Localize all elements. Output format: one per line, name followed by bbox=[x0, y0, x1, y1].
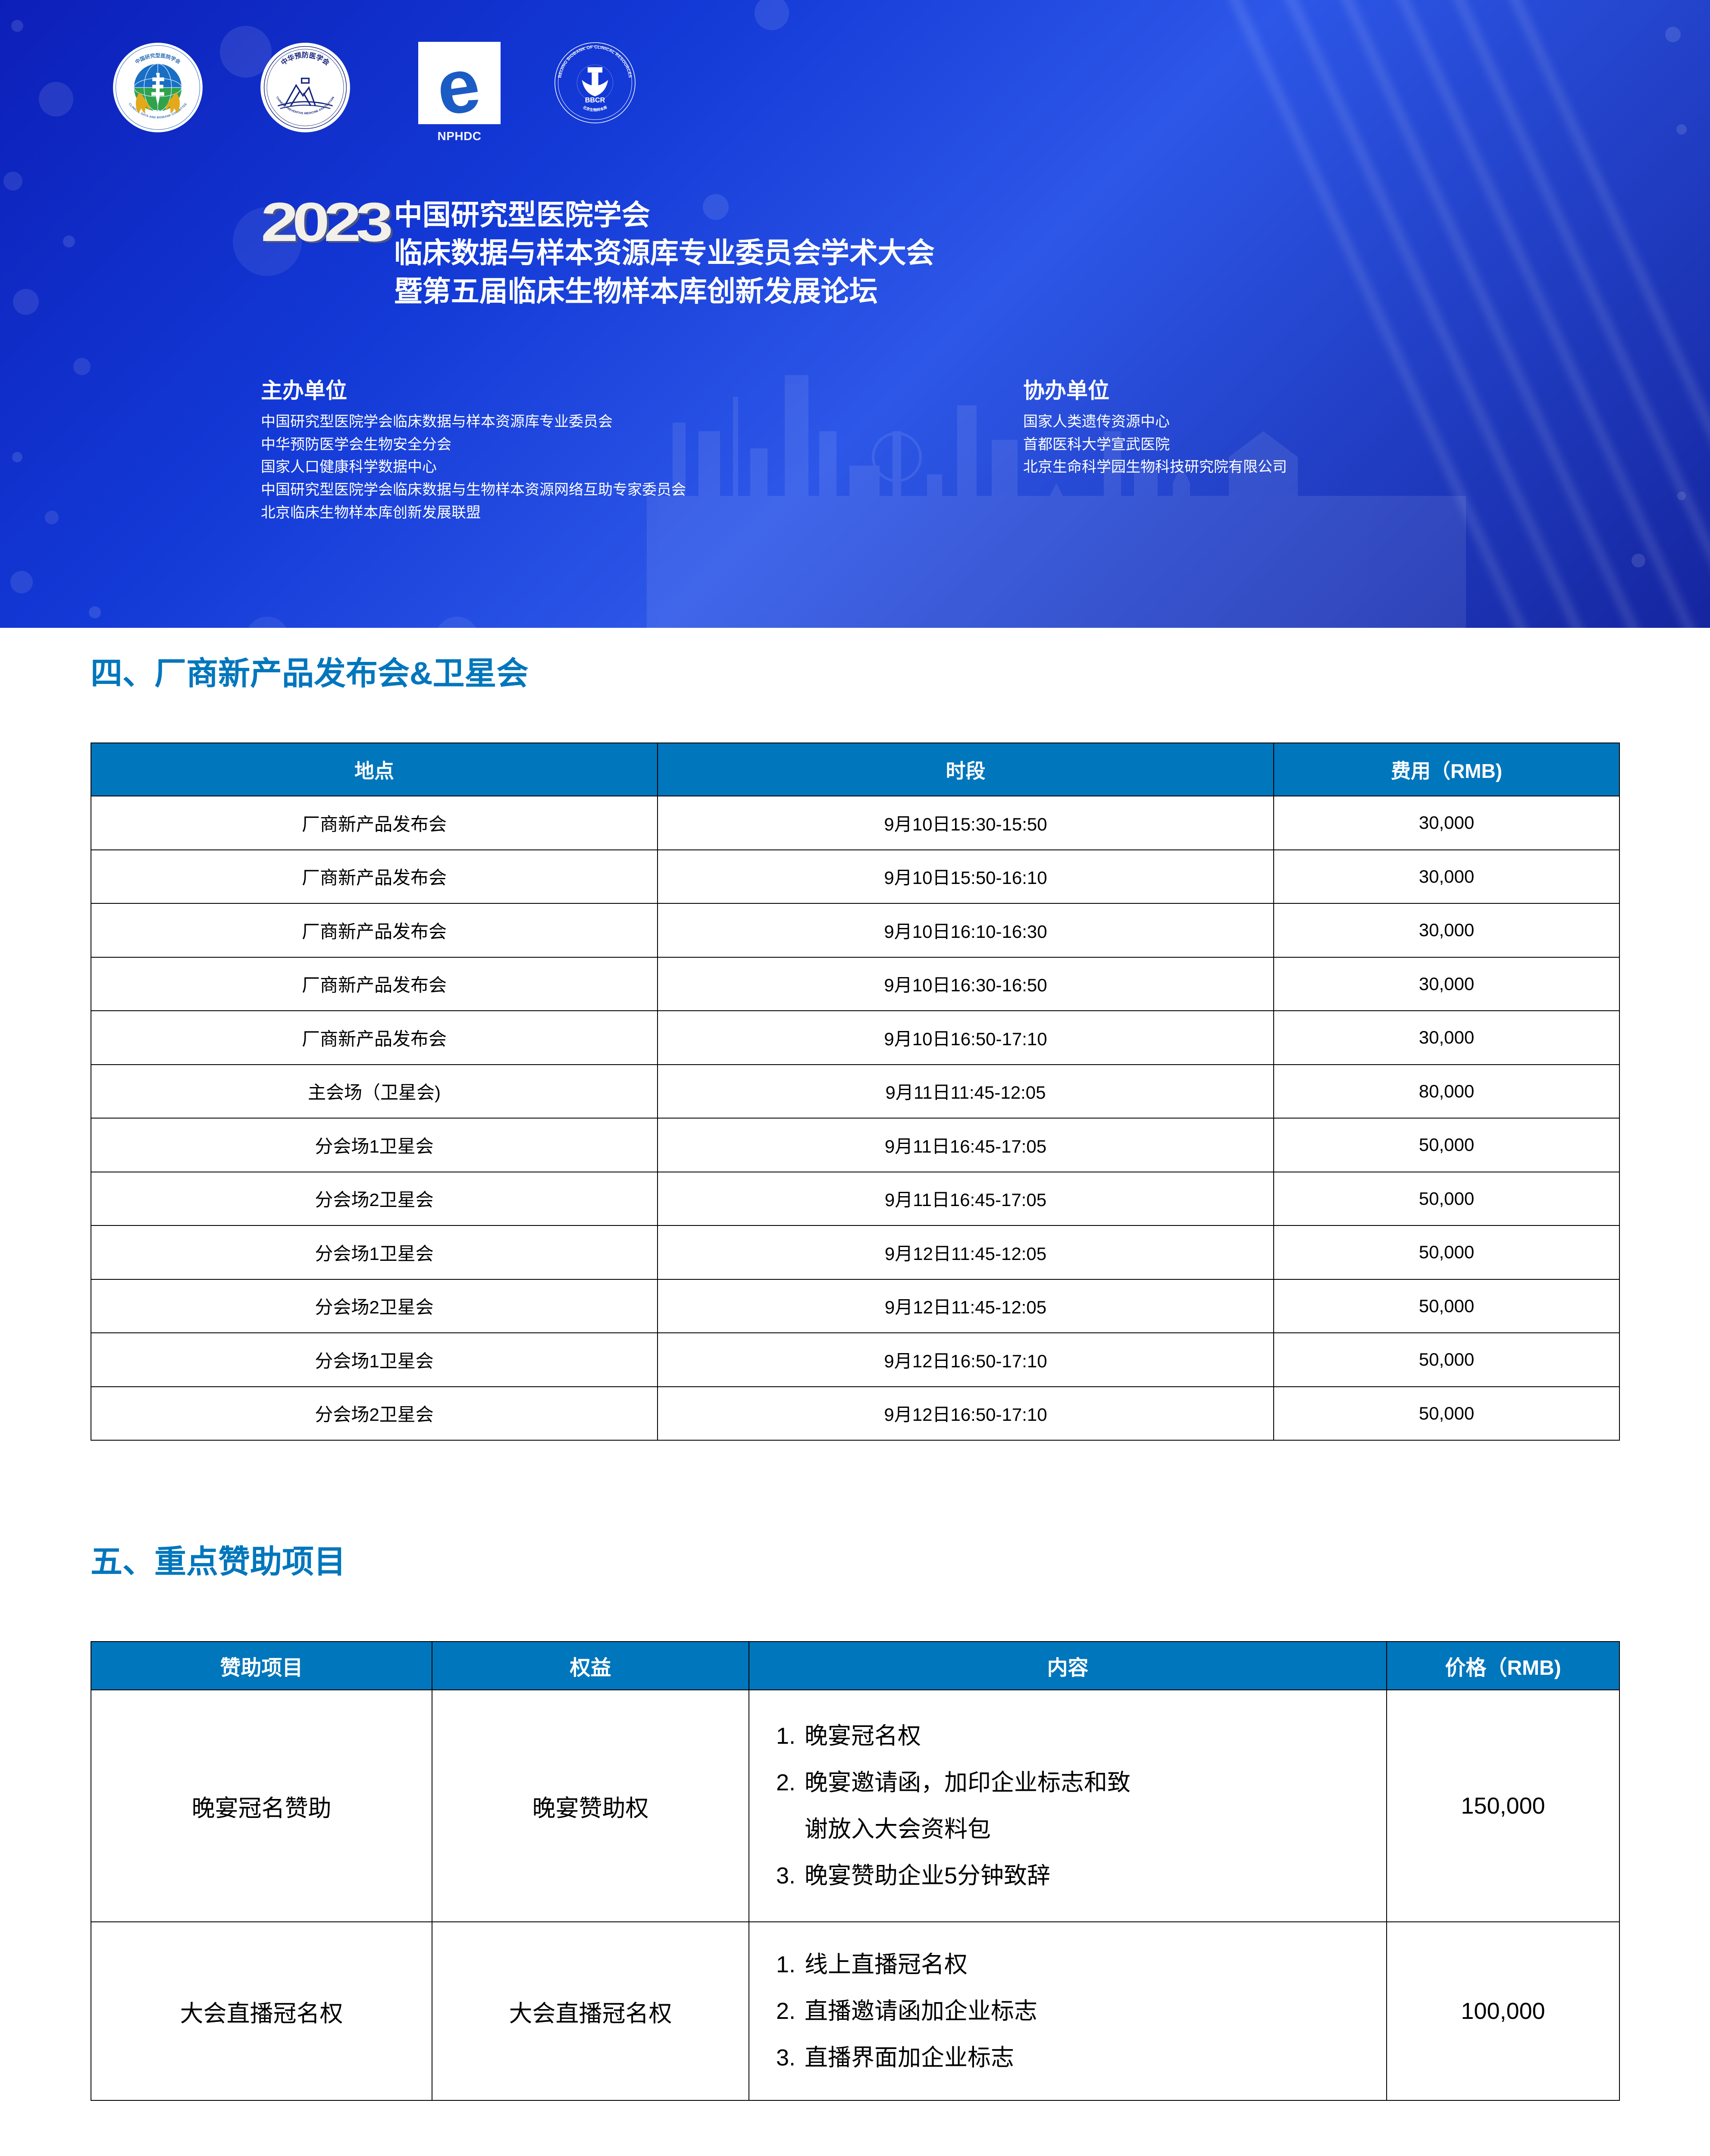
svg-text:BBCR: BBCR bbox=[585, 97, 605, 104]
svg-text:e: e bbox=[431, 42, 485, 124]
svg-text:北京生物样本库: 北京生物样本库 bbox=[582, 104, 608, 112]
